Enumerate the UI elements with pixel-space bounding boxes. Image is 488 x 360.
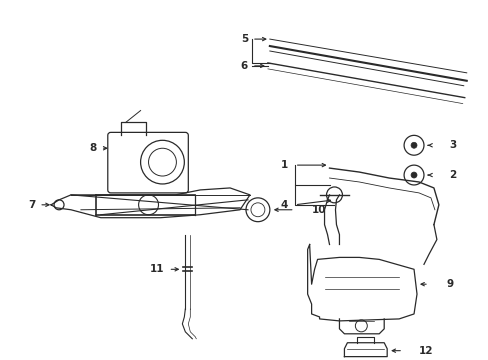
Text: 6: 6 [240, 61, 247, 71]
Text: 2: 2 [448, 170, 455, 180]
Text: 4: 4 [280, 200, 287, 210]
Text: 11: 11 [150, 264, 164, 274]
Text: 8: 8 [89, 143, 97, 153]
Circle shape [410, 172, 416, 178]
Text: 7: 7 [28, 200, 35, 210]
Text: 9: 9 [446, 279, 453, 289]
Text: 12: 12 [418, 346, 433, 356]
Text: 5: 5 [240, 34, 247, 44]
Text: 10: 10 [311, 205, 325, 215]
Text: 3: 3 [448, 140, 455, 150]
Circle shape [410, 142, 416, 148]
Text: 1: 1 [280, 160, 287, 170]
